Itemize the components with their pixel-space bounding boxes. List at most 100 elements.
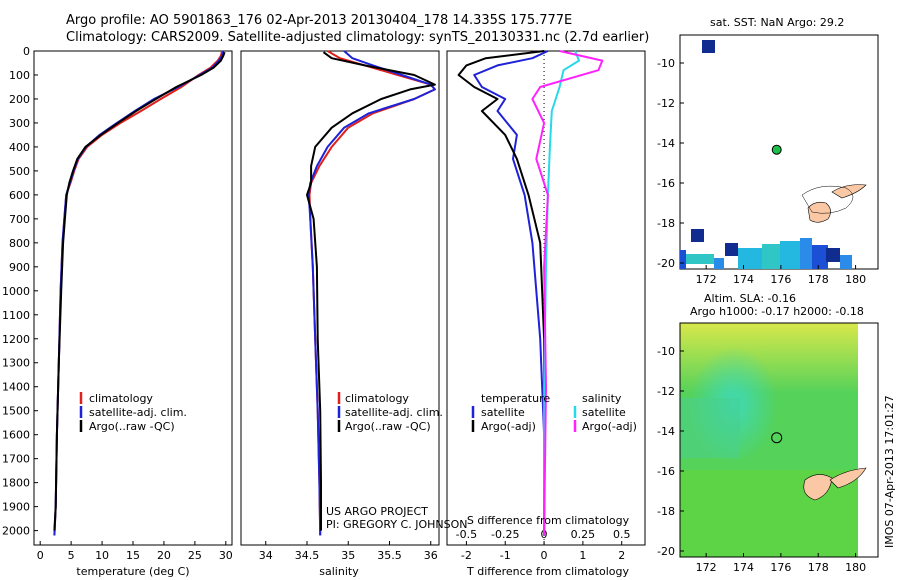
x-tick-label: 0 <box>541 549 548 562</box>
x-tick-label: 25 <box>188 549 202 562</box>
map-x-tick-label: 180 <box>845 561 866 574</box>
chart-title-line-2: Climatology: CARS2009. Satellite-adjuste… <box>66 30 650 45</box>
y-tick-label: 300 <box>9 117 30 130</box>
x-tick-label: 34 <box>259 549 273 562</box>
sla-map-axes: 172 174 176 178 180 -10 -12 -14 -16 -18 -20 <box>657 345 866 574</box>
map-y-tick-label: -18 <box>657 217 675 230</box>
difference-x-axis: -2 -1 0 1 2 <box>461 541 625 562</box>
x-tick-label: -1 <box>500 549 511 562</box>
y-tick-label: 1900 <box>2 501 30 514</box>
profile-line-temperature-satellite <box>473 50 549 536</box>
x-tick-label: -2 <box>461 549 472 562</box>
y-tick-label: 1100 <box>2 309 30 322</box>
map-y-tick-label: -10 <box>657 345 675 358</box>
temperature-x-axis: 0 5 10 15 20 25 30 <box>37 541 233 562</box>
map-y-tick-label: -12 <box>657 385 675 398</box>
map-y-tick-label: -14 <box>657 425 675 438</box>
y-tick-label: 1000 <box>2 285 30 298</box>
difference-top-axis: -0.5 -0.25 0 0.25 0.5 <box>456 528 631 541</box>
y-tick-label: 1600 <box>2 429 30 442</box>
x-tick-label: 34.5 <box>295 549 320 562</box>
sst-map-pixels <box>680 40 852 269</box>
salinity-profiles <box>306 50 436 536</box>
y-tick-label: 200 <box>9 93 30 106</box>
legend-entry: Argo(-adj) <box>582 420 637 433</box>
top-tick-label: -0.25 <box>491 528 519 541</box>
y-tick-label: 1300 <box>2 357 30 370</box>
credit-pi: PI: GREGORY C. JOHNSON <box>326 518 467 531</box>
profile-line-salinity-argo-adj- <box>531 50 604 536</box>
map-x-tick-label: 180 <box>845 273 866 286</box>
y-tick-label: 800 <box>9 237 30 250</box>
salinity-x-axis: 34 34.5 35 35.5 36 <box>259 541 438 562</box>
profile-line-satellite-adj-clim- <box>307 50 436 536</box>
sst-map-title: sat. SST: NaN Argo: 29.2 <box>710 16 844 29</box>
temperature-profiles <box>53 50 226 536</box>
t-difference-axis-label: T difference from climatology <box>466 565 629 578</box>
y-tick-label: 1800 <box>2 477 30 490</box>
y-tick-label: 1400 <box>2 381 30 394</box>
y-tick-label: 2000 <box>2 525 30 538</box>
profile-line-climatology <box>53 50 224 536</box>
temperature-panel-frame <box>33 50 233 546</box>
legend-entry: satellite-adj. clim. <box>345 406 443 419</box>
y-tick-label: 1200 <box>2 333 30 346</box>
chart-title-line-1: Argo profile: AO 5901863_176 02-Apr-2013… <box>66 13 573 28</box>
map-y-tick-label: -20 <box>657 257 675 270</box>
float-location-marker <box>771 432 783 444</box>
map-y-tick-label: -16 <box>657 465 675 478</box>
x-tick-label: 2 <box>618 549 625 562</box>
difference-profiles <box>457 50 604 536</box>
map-x-tick-label: 172 <box>696 273 717 286</box>
pressure-axis: 0 100 200 300 400 500 600 700 800 900 1000 1100 1200… <box>2 45 38 538</box>
legend-entry: Argo(-adj) <box>481 420 536 433</box>
map-y-tick-label: -14 <box>657 137 675 150</box>
sla-map-field <box>680 323 867 557</box>
map-x-tick-label: 172 <box>696 561 717 574</box>
profile-line-salinity-satellite <box>543 50 580 536</box>
y-tick-label: 700 <box>9 213 30 226</box>
temperature-legend: climatology satellite-adj. clim. Argo(..… <box>79 392 187 433</box>
legend-entry: climatology <box>345 392 409 405</box>
legend-entry: climatology <box>89 392 153 405</box>
y-tick-label: 1500 <box>2 405 30 418</box>
profile-line-satellite-adj-clim- <box>53 50 225 536</box>
profile-line-temperature-argo-adj- <box>457 50 546 536</box>
x-tick-label: 20 <box>157 549 171 562</box>
imos-timestamp: IMOS 07-Apr-2013 17:01:27 <box>883 395 896 548</box>
sla-title-line-1: Altim. SLA: -0.16 <box>704 292 796 305</box>
y-tick-label: 500 <box>9 165 30 178</box>
y-tick-label: 1700 <box>2 453 30 466</box>
x-tick-label: 0 <box>37 549 44 562</box>
sst-map-axes: 172 174 176 178 180 -10 -12 -14 -16 -18 -20 <box>657 57 866 286</box>
map-x-tick-label: 178 <box>808 273 829 286</box>
salinity-legend: climatology satellite-adj. clim. Argo(..… <box>337 392 443 433</box>
legend-entry: temperature <box>481 392 550 405</box>
top-tick-label: 0.25 <box>571 528 596 541</box>
map-y-tick-label: -16 <box>657 177 675 190</box>
float-location-marker <box>771 144 782 155</box>
map-x-tick-label: 174 <box>733 561 754 574</box>
x-tick-label: 1 <box>579 549 586 562</box>
map-x-tick-label: 178 <box>808 561 829 574</box>
y-tick-label: 600 <box>9 189 30 202</box>
legend-entry: satellite <box>582 406 626 419</box>
top-tick-label: -0.5 <box>456 528 477 541</box>
salinity-axis-label: salinity <box>319 565 359 578</box>
map-y-tick-label: -18 <box>657 505 675 518</box>
x-tick-label: 5 <box>68 549 75 562</box>
profile-line-argo <box>53 51 226 531</box>
legend-entry: Argo(..raw -QC) <box>89 420 175 433</box>
sla-map-frame <box>679 322 879 558</box>
x-tick-label: 15 <box>126 549 140 562</box>
sst-map-coastline <box>801 184 867 223</box>
salinity-panel-frame <box>240 50 440 546</box>
x-tick-label: 35.5 <box>377 549 402 562</box>
map-x-tick-label: 176 <box>770 273 791 286</box>
y-tick-label: 900 <box>9 261 30 274</box>
profile-line-argo <box>306 51 436 531</box>
x-tick-label: 36 <box>424 549 438 562</box>
x-tick-label: 35 <box>341 549 355 562</box>
y-tick-label: 400 <box>9 141 30 154</box>
